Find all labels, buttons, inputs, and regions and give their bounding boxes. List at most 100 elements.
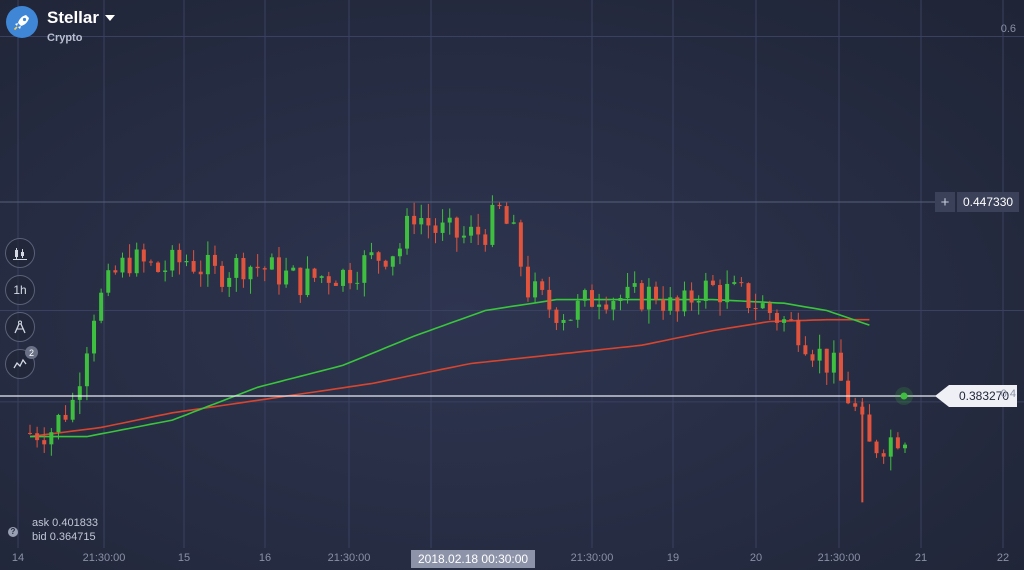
question-icon[interactable]: ? — [8, 527, 18, 537]
plus-icon[interactable]: + — [935, 192, 955, 212]
candle-body — [241, 257, 246, 280]
candle-body — [618, 298, 623, 302]
candle-body — [497, 204, 502, 207]
candle-body — [156, 262, 161, 272]
candle-body — [120, 257, 125, 273]
candle-body — [92, 320, 97, 354]
asset-category: Crypto — [47, 32, 83, 44]
candle-body — [212, 254, 217, 266]
candle-body — [696, 300, 701, 303]
candle-body — [753, 307, 758, 309]
candle-body — [248, 266, 253, 280]
candle-body — [84, 353, 89, 387]
candle-body — [397, 248, 402, 257]
candle-body — [220, 265, 225, 287]
candle-body — [746, 283, 751, 308]
x-tick-label: 21:30:00 — [570, 552, 614, 564]
candle-body — [291, 267, 296, 271]
candle-body — [454, 217, 459, 238]
candle-body — [547, 289, 552, 310]
candle-body — [831, 352, 836, 373]
candle-body — [760, 303, 765, 309]
candle-body — [205, 254, 210, 275]
candle-body — [312, 268, 317, 278]
x-tick-label: 21:30:00 — [817, 552, 861, 564]
candle-body — [589, 290, 594, 307]
candle-body — [127, 257, 132, 274]
candle-body — [77, 386, 82, 400]
candle-body — [177, 249, 182, 263]
candle-body — [703, 280, 708, 301]
candle-body — [504, 206, 509, 224]
candle-body — [540, 281, 545, 290]
candle-body — [42, 440, 47, 445]
candle-body — [447, 217, 452, 223]
marked-price-tag[interactable]: + 0.447330 — [935, 191, 1020, 213]
indicators-button[interactable]: 2 — [5, 346, 38, 379]
candle-body — [35, 433, 40, 441]
candle-body — [796, 319, 801, 346]
candle-body — [426, 218, 431, 226]
x-tick-label: 20 — [749, 552, 763, 564]
candle-body — [326, 276, 331, 283]
asset-name[interactable]: Stellar — [47, 8, 115, 28]
candle-body — [63, 414, 68, 420]
price-lines — [0, 201, 940, 405]
chart-type-button[interactable] — [5, 238, 35, 268]
drawing-tools-button[interactable] — [5, 312, 35, 342]
x-tick-label: 21:30:00 — [327, 552, 371, 564]
current-price-value: 0.383270 — [949, 385, 1018, 407]
candle-body — [895, 437, 900, 449]
candle-body — [476, 226, 481, 235]
x-tick-label: 16 — [258, 552, 272, 564]
candle-body — [739, 282, 744, 284]
candle-body — [661, 299, 666, 311]
candle-body — [390, 256, 395, 267]
candle-body — [824, 348, 829, 373]
candle-body — [276, 257, 281, 285]
pointer-arrow — [935, 385, 949, 407]
candle-body — [525, 266, 530, 298]
candle-body — [597, 304, 602, 307]
candle-body — [49, 432, 54, 445]
candle-body — [639, 283, 644, 310]
candle-body — [106, 270, 111, 293]
candle-body — [810, 354, 815, 361]
candle-body — [774, 312, 779, 323]
x-tick-label: 15 — [177, 552, 191, 564]
timeframe-label: 1h — [13, 283, 27, 297]
candle-body — [874, 441, 879, 454]
candle-body — [625, 286, 630, 299]
candle-body — [646, 286, 651, 310]
candle-body — [319, 276, 324, 278]
candle-body — [689, 290, 694, 303]
candle-body — [262, 268, 267, 270]
candle-body — [469, 226, 474, 236]
asset-name-label: Stellar — [47, 8, 99, 27]
candle-body — [575, 300, 580, 320]
candle-body — [148, 261, 153, 263]
x-tick-label: 21:30:00 — [82, 552, 126, 564]
grid — [0, 0, 1024, 548]
candle-body — [582, 290, 587, 301]
timeframe-button[interactable]: 1h — [5, 275, 35, 305]
rocket-icon — [6, 6, 38, 38]
candle-body — [376, 252, 381, 261]
candle-body — [362, 255, 367, 283]
ma-slow-line — [29, 318, 870, 438]
candle-body — [163, 270, 168, 272]
candle-body — [255, 266, 260, 269]
x-tick-label: 22 — [996, 552, 1010, 564]
candle-body — [682, 290, 687, 312]
candle-body — [604, 304, 609, 310]
candle-body — [767, 303, 772, 313]
marked-price-value: 0.447330 — [957, 192, 1020, 212]
asset-selector[interactable]: Stellar Crypto — [6, 6, 115, 44]
candle-body — [568, 319, 573, 321]
current-price-dot — [900, 392, 908, 400]
candle-body — [369, 252, 374, 256]
candle-body — [440, 222, 445, 233]
x-tick-label: 14 — [11, 552, 25, 564]
candle-body — [511, 222, 516, 224]
